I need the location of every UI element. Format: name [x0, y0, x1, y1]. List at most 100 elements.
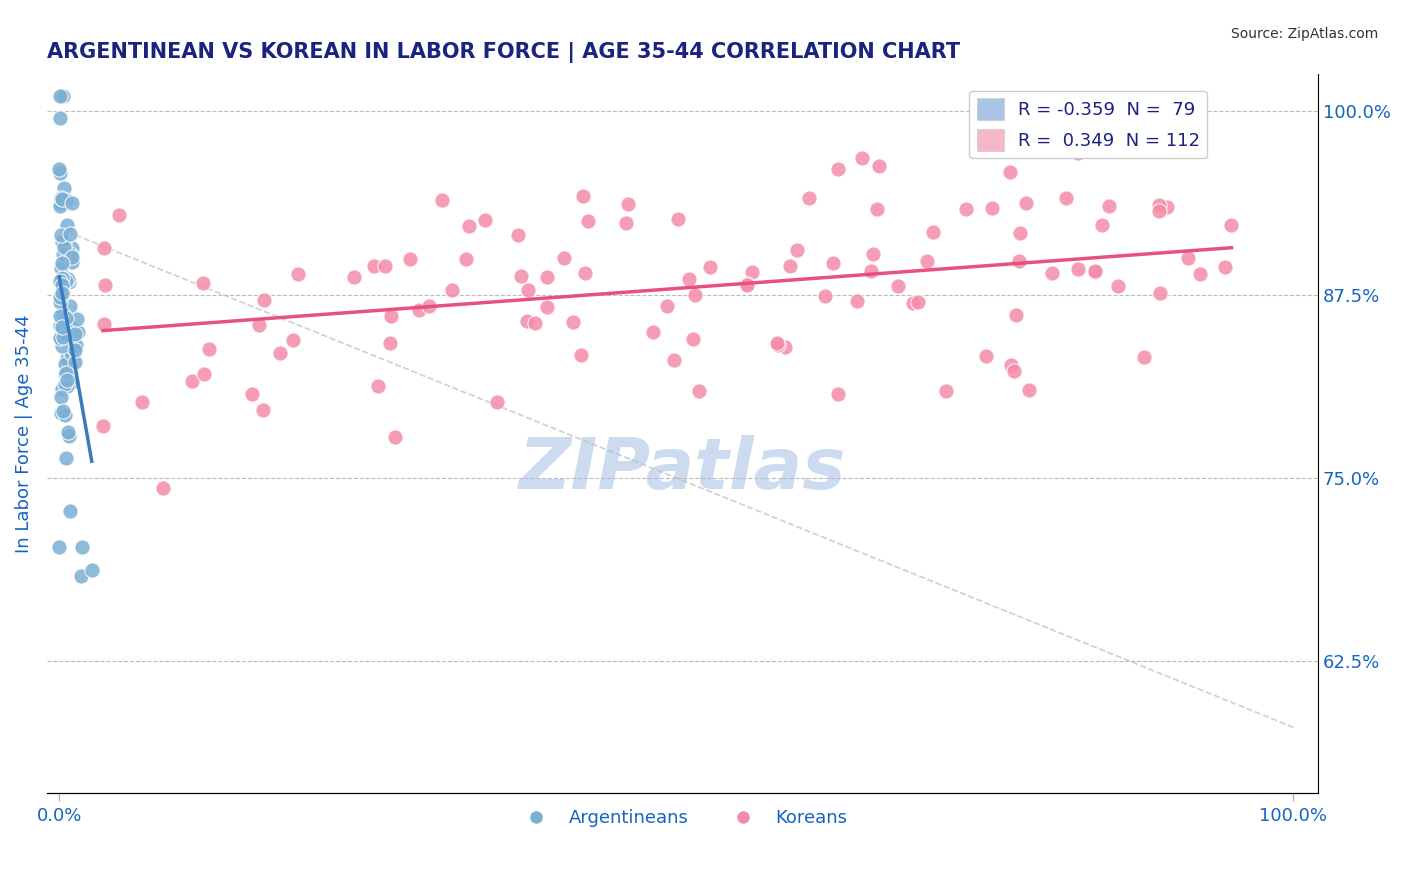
Argentineans	[56, 218, 79, 232]
Koreans	[1005, 308, 1028, 322]
Koreans	[814, 289, 837, 303]
Argentineans	[60, 250, 83, 264]
Koreans	[458, 219, 481, 233]
Koreans	[93, 317, 115, 331]
Argentineans	[65, 338, 87, 352]
Koreans	[131, 394, 153, 409]
Argentineans	[52, 89, 75, 103]
Argentineans	[49, 331, 72, 345]
Koreans	[432, 193, 454, 207]
Argentineans	[66, 312, 89, 326]
Argentineans	[58, 276, 80, 290]
Koreans	[523, 316, 546, 330]
Legend: Argentineans, Koreans: Argentineans, Koreans	[510, 802, 855, 835]
Koreans	[1018, 383, 1040, 397]
Text: ZIPatlas: ZIPatlas	[519, 435, 846, 504]
Argentineans	[49, 294, 72, 309]
Koreans	[380, 309, 402, 323]
Koreans	[93, 241, 115, 255]
Argentineans	[55, 372, 77, 386]
Koreans	[887, 279, 910, 293]
Koreans	[922, 225, 945, 239]
Argentineans	[51, 329, 73, 343]
Koreans	[107, 208, 129, 222]
Argentineans	[52, 285, 75, 300]
Argentineans	[48, 89, 70, 103]
Text: Source: ZipAtlas.com: Source: ZipAtlas.com	[1230, 27, 1378, 41]
Argentineans	[49, 390, 72, 404]
Koreans	[779, 259, 801, 273]
Argentineans	[52, 247, 75, 261]
Koreans	[269, 346, 291, 360]
Argentineans	[56, 272, 79, 286]
Argentineans	[66, 326, 89, 340]
Argentineans	[51, 319, 73, 334]
Koreans	[398, 252, 420, 266]
Argentineans	[55, 351, 77, 365]
Koreans	[1213, 260, 1236, 274]
Argentineans	[58, 429, 80, 443]
Koreans	[1054, 191, 1077, 205]
Argentineans	[48, 162, 70, 177]
Text: ARGENTINEAN VS KOREAN IN LABOR FORCE | AGE 35-44 CORRELATION CHART: ARGENTINEAN VS KOREAN IN LABOR FORCE | A…	[46, 42, 960, 62]
Koreans	[408, 302, 430, 317]
Koreans	[799, 191, 821, 205]
Argentineans	[53, 409, 76, 423]
Koreans	[1000, 358, 1022, 372]
Koreans	[363, 259, 385, 273]
Y-axis label: In Labor Force | Age 35-44: In Labor Force | Age 35-44	[15, 315, 32, 553]
Koreans	[553, 251, 575, 265]
Koreans	[252, 403, 274, 417]
Koreans	[980, 201, 1002, 215]
Koreans	[678, 272, 700, 286]
Argentineans	[56, 425, 79, 439]
Argentineans	[63, 326, 86, 341]
Koreans	[976, 349, 998, 363]
Koreans	[827, 162, 849, 177]
Argentineans	[51, 339, 73, 353]
Koreans	[485, 394, 508, 409]
Argentineans	[60, 255, 83, 269]
Argentineans	[52, 240, 75, 254]
Koreans	[380, 336, 402, 351]
Argentineans	[52, 404, 75, 418]
Koreans	[1189, 267, 1212, 281]
Koreans	[866, 202, 889, 216]
Argentineans	[51, 277, 73, 292]
Argentineans	[53, 376, 76, 391]
Koreans	[536, 300, 558, 314]
Koreans	[418, 299, 440, 313]
Koreans	[441, 283, 464, 297]
Koreans	[846, 293, 869, 308]
Koreans	[517, 283, 540, 297]
Argentineans	[48, 319, 70, 334]
Argentineans	[49, 196, 72, 211]
Koreans	[287, 267, 309, 281]
Argentineans	[60, 241, 83, 255]
Koreans	[901, 295, 924, 310]
Argentineans	[63, 355, 86, 369]
Koreans	[374, 259, 396, 273]
Koreans	[735, 277, 758, 291]
Koreans	[935, 384, 957, 398]
Argentineans	[55, 451, 77, 466]
Argentineans	[59, 372, 82, 386]
Koreans	[683, 288, 706, 302]
Koreans	[516, 313, 538, 327]
Argentineans	[60, 346, 83, 360]
Argentineans	[49, 331, 72, 345]
Argentineans	[52, 307, 75, 321]
Koreans	[181, 374, 204, 388]
Argentineans	[51, 382, 73, 396]
Koreans	[1084, 264, 1107, 278]
Argentineans	[49, 274, 72, 288]
Argentineans	[48, 112, 70, 126]
Koreans	[193, 367, 215, 381]
Argentineans	[58, 317, 80, 331]
Koreans	[1091, 219, 1114, 233]
Koreans	[860, 264, 883, 278]
Koreans	[1098, 199, 1121, 213]
Koreans	[662, 352, 685, 367]
Argentineans	[49, 166, 72, 180]
Argentineans	[59, 299, 82, 313]
